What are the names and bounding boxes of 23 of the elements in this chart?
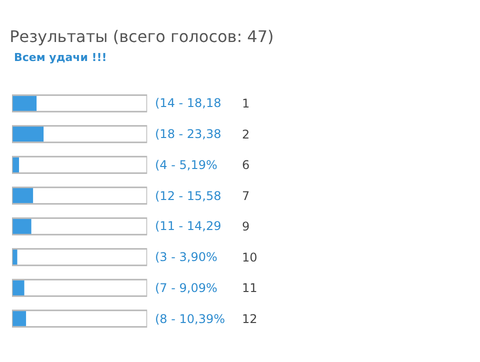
- y-tick-label: 12: [242, 312, 258, 326]
- bar: [12, 96, 37, 112]
- bar: [12, 310, 26, 326]
- y-tick-label: 7: [242, 188, 250, 203]
- data-label: (8 - 10,39%: [155, 312, 226, 326]
- y-tick-label: 1: [242, 96, 250, 111]
- data-label: (4 - 5,19%: [155, 158, 218, 172]
- data-label: (18 - 23,38: [155, 127, 222, 141]
- bar: [12, 188, 34, 204]
- data-label: (7 - 9,09%: [155, 281, 218, 295]
- chart-subtitle: Всем удачи !!!: [14, 51, 107, 64]
- data-label: (14 - 18,18: [155, 96, 222, 110]
- y-tick-label: 11: [242, 281, 258, 296]
- y-tick-label: 6: [242, 158, 250, 172]
- y-tick-label: 9: [242, 220, 250, 234]
- y-tick-label: 10: [242, 250, 258, 264]
- data-label: (11 - 14,29: [155, 219, 222, 233]
- bar: [12, 218, 32, 234]
- y-tick-label: 2: [242, 127, 250, 142]
- text: Результаты (всего голосов: 47): [10, 26, 274, 46]
- data-label: (3 - 3,90%: [155, 250, 218, 264]
- data-label: (12 - 15,58: [155, 189, 222, 203]
- bar: [12, 126, 44, 142]
